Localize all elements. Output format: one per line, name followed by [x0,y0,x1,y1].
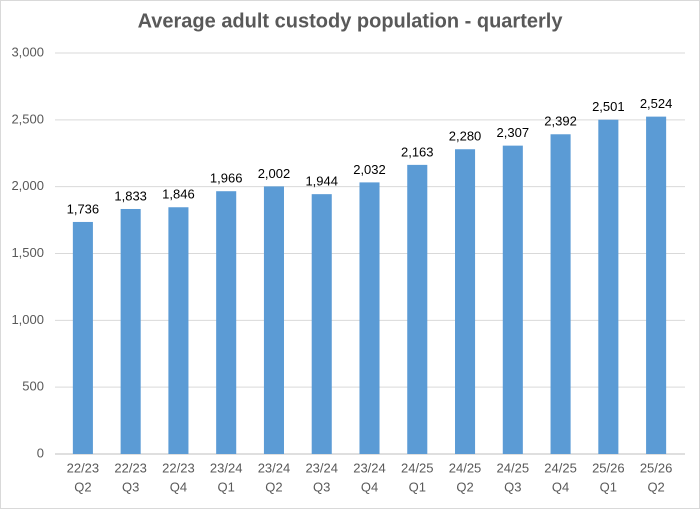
bar [72,221,93,454]
data-label: 2,501 [592,99,625,114]
x-tick-label: 22/23 [162,460,195,475]
chart-title: Average adult custody population - quart… [138,10,564,32]
bar [502,145,523,455]
bar [311,194,332,455]
bar [168,207,189,454]
x-tick-label: Q3 [313,479,330,494]
x-tick-label: 24/25 [497,460,530,475]
x-tick-label: Q3 [504,479,521,494]
data-label: 2,280 [449,129,482,144]
data-label: 1,846 [162,187,195,202]
x-tick-label: Q1 [218,479,235,494]
data-label: 2,032 [353,162,386,177]
x-tick-label: Q4 [552,479,569,494]
data-label: 2,163 [401,144,434,159]
y-tick-label: 2,500 [11,111,44,126]
x-tick-label: 24/25 [449,460,482,475]
x-tick-label: 25/26 [592,460,625,475]
x-tick-label: Q2 [647,479,664,494]
y-tick-label: 1,500 [11,245,44,260]
bar [120,208,141,454]
bar [598,119,619,454]
x-tick-label: 23/24 [353,460,386,475]
y-tick-label: 2,000 [11,178,44,193]
bar [216,191,237,454]
x-tick-label: Q2 [74,479,91,494]
x-tick-label: 25/26 [640,460,673,475]
data-label: 2,392 [544,114,577,129]
data-label: 1,833 [114,188,147,203]
bar [550,134,571,454]
x-tick-label: 23/24 [305,460,338,475]
bar [407,164,428,454]
bar [455,149,476,455]
bar [359,182,380,454]
x-tick-label: Q2 [265,479,282,494]
bar [263,186,284,454]
x-tick-label: 23/24 [210,460,243,475]
x-tick-label: 24/25 [544,460,577,475]
x-tick-label: 22/23 [67,460,100,475]
x-tick-label: 24/25 [401,460,434,475]
bar [646,116,667,454]
data-label: 2,524 [640,96,673,111]
x-tick-label: Q2 [456,479,473,494]
x-tick-label: Q4 [361,479,378,494]
data-label: 1,966 [210,171,243,186]
y-tick-label: 1,000 [11,312,44,327]
x-tick-label: Q1 [409,479,426,494]
data-label: 2,002 [258,166,291,181]
x-tick-label: Q1 [600,479,617,494]
data-label: 1,736 [67,201,100,216]
data-label: 1,944 [305,174,338,189]
data-label: 2,307 [497,125,530,140]
y-tick-label: 0 [37,445,44,460]
y-tick-label: 3,000 [11,44,44,59]
x-tick-label: 23/24 [258,460,291,475]
x-tick-label: Q3 [122,479,139,494]
y-tick-label: 500 [22,379,44,394]
x-tick-label: 22/23 [114,460,147,475]
x-tick-label: Q4 [170,479,187,494]
